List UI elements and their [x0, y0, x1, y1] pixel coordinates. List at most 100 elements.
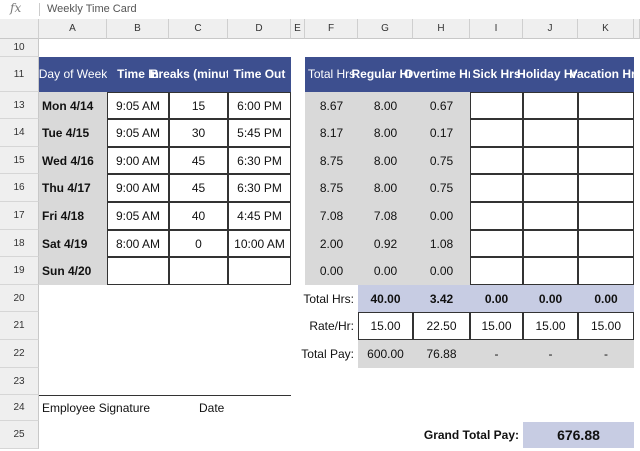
- time-in-cell[interactable]: 9:05 AM: [107, 119, 169, 147]
- row-header-10[interactable]: 10: [0, 39, 39, 57]
- total-hrs-cell[interactable]: 8.75: [305, 147, 358, 174]
- row-header-15[interactable]: 15: [0, 147, 39, 174]
- total-pay-value[interactable]: -: [523, 340, 578, 368]
- time-out-cell[interactable]: 4:45 PM: [228, 202, 291, 230]
- column-header-I[interactable]: I: [470, 19, 523, 39]
- row-header-18[interactable]: 18: [0, 230, 39, 257]
- breaks-cell[interactable]: 45: [169, 147, 228, 174]
- overtime-hrs-cell[interactable]: 0.75: [413, 147, 470, 174]
- column-header-H[interactable]: H: [413, 19, 470, 39]
- breaks-cell[interactable]: 45: [169, 174, 228, 202]
- sick-hrs-cell[interactable]: [470, 147, 523, 174]
- vacation-hrs-cell[interactable]: [578, 202, 634, 230]
- grand-total-value[interactable]: 676.88: [523, 422, 634, 448]
- total-pay-value[interactable]: 600.00: [358, 340, 413, 368]
- total-hrs-cell[interactable]: 2.00: [305, 230, 358, 257]
- holiday-hrs-cell[interactable]: [523, 202, 578, 230]
- time-out-cell[interactable]: 10:00 AM: [228, 230, 291, 257]
- total-pay-value[interactable]: -: [578, 340, 634, 368]
- time-in-cell[interactable]: 8:00 AM: [107, 230, 169, 257]
- column-header-K[interactable]: K: [578, 19, 634, 39]
- vacation-hrs-cell[interactable]: [578, 119, 634, 147]
- total-hrs-cell[interactable]: 8.75: [305, 174, 358, 202]
- regular-hrs-cell[interactable]: 7.08: [358, 202, 413, 230]
- breaks-cell[interactable]: 0: [169, 230, 228, 257]
- time-in-cell[interactable]: 9:00 AM: [107, 147, 169, 174]
- column-header-G[interactable]: G: [358, 19, 413, 39]
- breaks-cell[interactable]: 15: [169, 92, 228, 119]
- row-header-20[interactable]: 20: [0, 285, 39, 312]
- row-header-25[interactable]: 25: [0, 421, 39, 449]
- row-header-13[interactable]: 13: [0, 92, 39, 119]
- time-out-cell[interactable]: [228, 257, 291, 285]
- time-out-cell[interactable]: 6:30 PM: [228, 147, 291, 174]
- overtime-hrs-cell[interactable]: 0.00: [413, 257, 470, 285]
- column-header-B[interactable]: B: [107, 19, 169, 39]
- column-header-D[interactable]: D: [228, 19, 291, 39]
- regular-hrs-cell[interactable]: 8.00: [358, 92, 413, 119]
- total-hrs-value[interactable]: 40.00: [358, 285, 413, 312]
- total-hrs-value[interactable]: 0.00: [523, 285, 578, 312]
- time-out-cell[interactable]: 6:00 PM: [228, 92, 291, 119]
- total-pay-value[interactable]: -: [470, 340, 523, 368]
- sick-hrs-cell[interactable]: [470, 174, 523, 202]
- overtime-hrs-cell[interactable]: 1.08: [413, 230, 470, 257]
- time-in-cell[interactable]: 9:00 AM: [107, 174, 169, 202]
- total-hrs-value[interactable]: 3.42: [413, 285, 470, 312]
- regular-hrs-cell[interactable]: 8.00: [358, 147, 413, 174]
- total-hrs-cell[interactable]: 8.67: [305, 92, 358, 119]
- row-header-24[interactable]: 24: [0, 395, 39, 421]
- sick-hrs-cell[interactable]: [470, 257, 523, 285]
- column-header-A[interactable]: A: [39, 19, 107, 39]
- total-pay-value[interactable]: 76.88: [413, 340, 470, 368]
- row-header-11[interactable]: 11: [0, 57, 39, 92]
- vacation-hrs-cell[interactable]: [578, 147, 634, 174]
- overtime-hrs-cell[interactable]: 0.75: [413, 174, 470, 202]
- regular-hrs-cell[interactable]: 0.92: [358, 230, 413, 257]
- column-header-J[interactable]: J: [523, 19, 578, 39]
- day-cell[interactable]: Sun 4/20: [39, 257, 107, 285]
- sick-hrs-cell[interactable]: [470, 92, 523, 119]
- sick-hrs-cell[interactable]: [470, 230, 523, 257]
- day-cell[interactable]: Wed 4/16: [39, 147, 107, 174]
- rate-value[interactable]: 15.00: [523, 312, 578, 340]
- holiday-hrs-cell[interactable]: [523, 257, 578, 285]
- row-header-14[interactable]: 14: [0, 119, 39, 147]
- vacation-hrs-cell[interactable]: [578, 257, 634, 285]
- row-header-17[interactable]: 17: [0, 202, 39, 230]
- holiday-hrs-cell[interactable]: [523, 230, 578, 257]
- select-all-corner[interactable]: [0, 19, 39, 39]
- time-in-cell[interactable]: [107, 257, 169, 285]
- regular-hrs-cell[interactable]: 8.00: [358, 174, 413, 202]
- sick-hrs-cell[interactable]: [470, 119, 523, 147]
- sick-hrs-cell[interactable]: [470, 202, 523, 230]
- overtime-hrs-cell[interactable]: 0.00: [413, 202, 470, 230]
- day-cell[interactable]: Tue 4/15: [39, 119, 107, 147]
- time-in-cell[interactable]: 9:05 AM: [107, 92, 169, 119]
- holiday-hrs-cell[interactable]: [523, 147, 578, 174]
- vacation-hrs-cell[interactable]: [578, 92, 634, 119]
- total-hrs-value[interactable]: 0.00: [470, 285, 523, 312]
- overtime-hrs-cell[interactable]: 0.17: [413, 119, 470, 147]
- formula-bar[interactable]: fx Weekly Time Card: [0, 0, 640, 20]
- time-out-cell[interactable]: 6:30 PM: [228, 174, 291, 202]
- total-hrs-value[interactable]: 0.00: [578, 285, 634, 312]
- holiday-hrs-cell[interactable]: [523, 174, 578, 202]
- regular-hrs-cell[interactable]: 8.00: [358, 119, 413, 147]
- vacation-hrs-cell[interactable]: [578, 230, 634, 257]
- row-header-23[interactable]: 23: [0, 368, 39, 395]
- column-header-F[interactable]: F: [305, 19, 358, 39]
- total-hrs-cell[interactable]: 7.08: [305, 202, 358, 230]
- day-cell[interactable]: Sat 4/19: [39, 230, 107, 257]
- breaks-cell[interactable]: 40: [169, 202, 228, 230]
- breaks-cell[interactable]: 30: [169, 119, 228, 147]
- row-header-19[interactable]: 19: [0, 257, 39, 285]
- regular-hrs-cell[interactable]: 0.00: [358, 257, 413, 285]
- formula-input[interactable]: Weekly Time Card: [47, 3, 137, 15]
- row-header-22[interactable]: 22: [0, 340, 39, 368]
- holiday-hrs-cell[interactable]: [523, 119, 578, 147]
- total-hrs-cell[interactable]: 0.00: [305, 257, 358, 285]
- rate-value[interactable]: 22.50: [413, 312, 470, 340]
- time-in-cell[interactable]: 9:05 AM: [107, 202, 169, 230]
- row-header-21[interactable]: 21: [0, 312, 39, 340]
